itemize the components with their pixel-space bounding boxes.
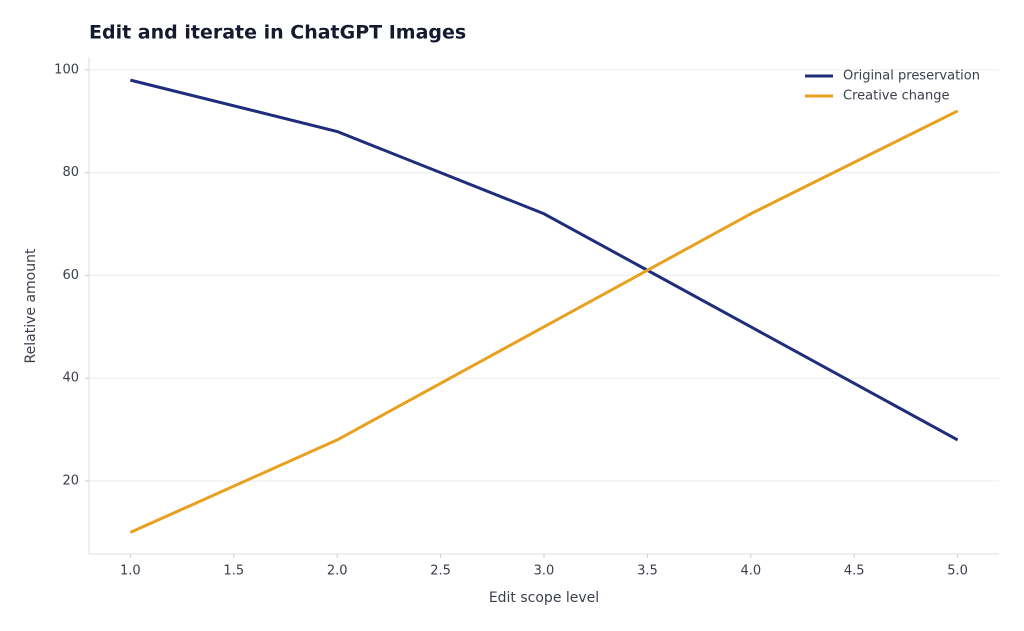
x-tick-label: 2.0 — [327, 564, 348, 579]
x-tick-label: 1.0 — [120, 564, 141, 579]
x-tick-label: 1.5 — [223, 564, 244, 579]
data-line — [129, 109, 959, 534]
x-tick-label: 2.5 — [430, 564, 451, 579]
chart-title: Edit and iterate in ChatGPT Images — [89, 22, 466, 44]
legend-label: Original preservation — [843, 69, 980, 84]
x-tick-label: 3.5 — [637, 564, 658, 579]
x-tick-label: 4.5 — [844, 564, 865, 579]
x-tick-label: 4.0 — [740, 564, 761, 579]
y-axis-label: Relative amount — [23, 248, 39, 363]
y-tick-label: 80 — [62, 165, 79, 180]
data-line — [130, 78, 959, 442]
x-tick-label: 5.0 — [947, 564, 968, 579]
x-tick-label: 3.0 — [534, 564, 555, 579]
x-axis-label: Edit scope level — [489, 590, 599, 606]
y-tick-label: 20 — [62, 474, 79, 489]
y-tick-label: 60 — [62, 268, 79, 283]
legend-label: Creative change — [843, 89, 949, 104]
y-tick-label: 100 — [54, 62, 79, 77]
y-tick-label: 40 — [62, 371, 79, 386]
